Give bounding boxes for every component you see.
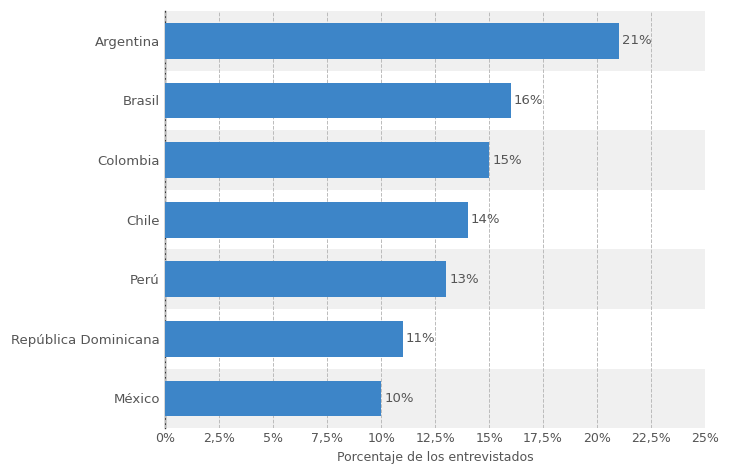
Bar (166, 261, 446, 297)
Text: 10%: 10% (385, 392, 414, 405)
Bar (166, 83, 511, 118)
Bar (166, 380, 381, 416)
Bar (166, 23, 618, 59)
Bar (166, 249, 705, 309)
Bar (166, 11, 705, 71)
Text: 15%: 15% (492, 153, 522, 167)
X-axis label: Porcentaje de los entrevistados: Porcentaje de los entrevistados (337, 451, 534, 464)
Bar (166, 71, 705, 130)
Text: 16%: 16% (514, 94, 543, 107)
Text: 13%: 13% (449, 273, 479, 286)
Text: 14%: 14% (471, 213, 500, 226)
Bar (166, 369, 705, 428)
Bar (166, 142, 489, 178)
Bar (166, 202, 467, 238)
Text: 21%: 21% (622, 34, 651, 48)
Bar (166, 190, 705, 249)
Bar (166, 321, 403, 357)
Bar (166, 309, 705, 369)
Text: 11%: 11% (406, 332, 436, 345)
Bar (166, 130, 705, 190)
